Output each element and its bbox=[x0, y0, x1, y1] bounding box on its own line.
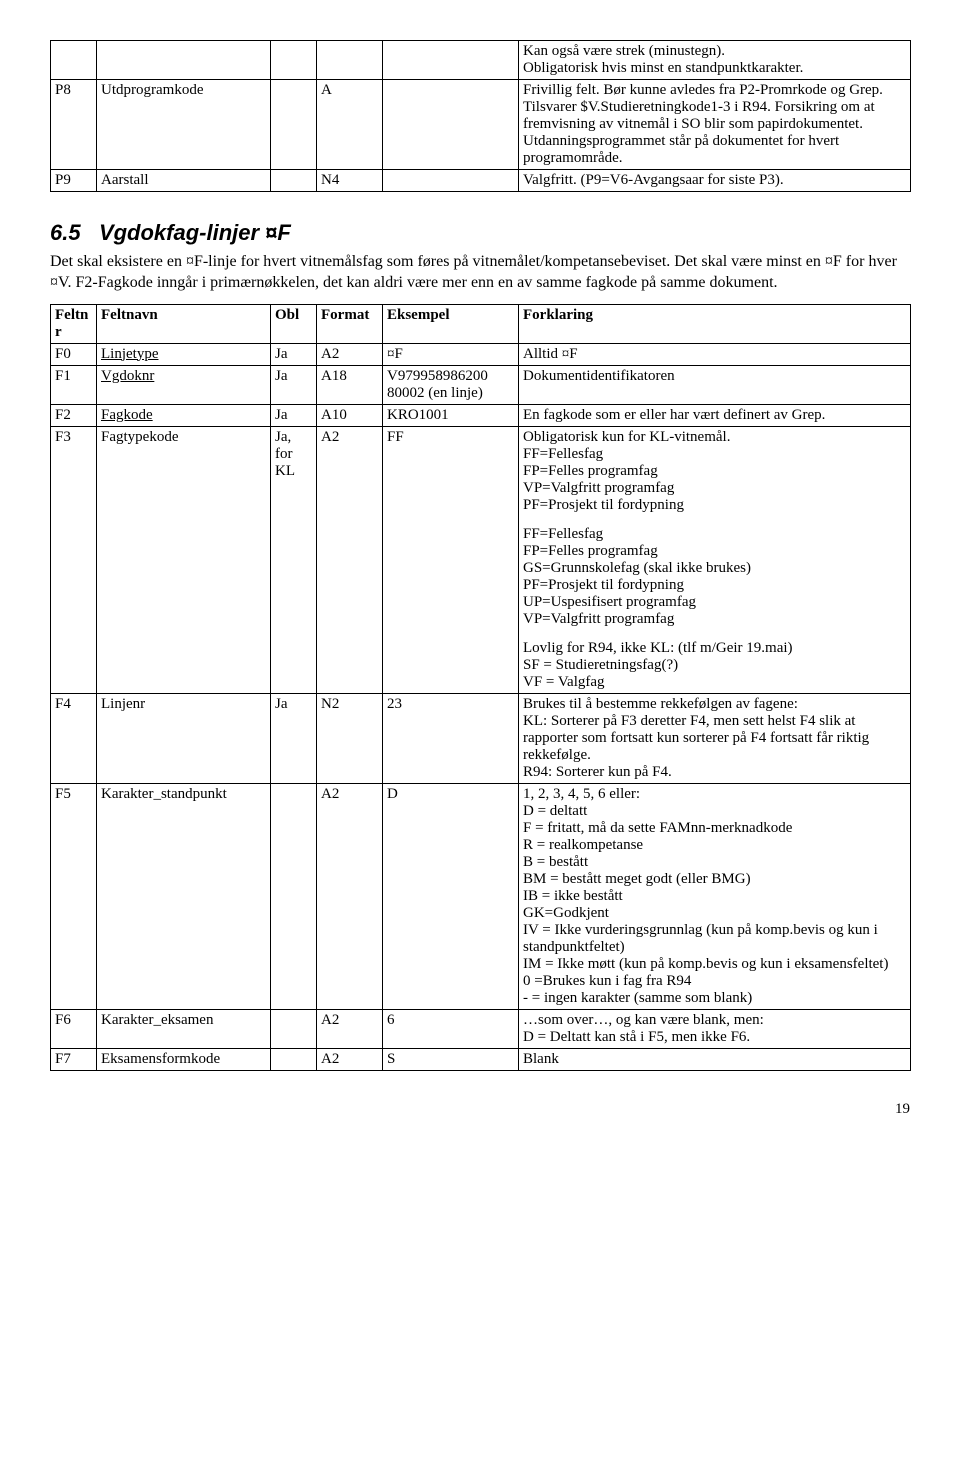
cell-feltnr: F0 bbox=[51, 343, 97, 365]
cell-eksempel: D bbox=[383, 783, 519, 1009]
cell-feltnr: P9 bbox=[51, 170, 97, 192]
cell-feltnavn: Linjenr bbox=[97, 693, 271, 783]
cell-eksempel: KRO1001 bbox=[383, 404, 519, 426]
cell-obl bbox=[271, 80, 317, 170]
cell-feltnavn: Linjetype bbox=[97, 343, 271, 365]
cell-format bbox=[317, 41, 383, 80]
cell-eksempel bbox=[383, 41, 519, 80]
table-row: F3FagtypekodeJa, for KLA2FFObligatorisk … bbox=[51, 426, 911, 693]
cell-feltnr bbox=[51, 41, 97, 80]
table-row: F5Karakter_standpunkt A2D1, 2, 3, 4, 5, 6… bbox=[51, 783, 911, 1009]
table-row: Kan også være strek (minustegn).Obligato… bbox=[51, 41, 911, 80]
cell-format: A2 bbox=[317, 783, 383, 1009]
section-number: 6.5 bbox=[50, 220, 81, 245]
cell-format: A bbox=[317, 80, 383, 170]
cell-format: A2 bbox=[317, 1009, 383, 1048]
table-row: F1VgdoknrJaA18V97995898620080002 (en lin… bbox=[51, 365, 911, 404]
cell-format: N2 bbox=[317, 693, 383, 783]
cell-obl: Ja bbox=[271, 693, 317, 783]
cell-feltnavn: Eksamensformkode bbox=[97, 1048, 271, 1070]
cell-format: A2 bbox=[317, 1048, 383, 1070]
cell-forklaring: Dokumentidentifikatoren bbox=[519, 365, 911, 404]
cell-feltnavn: Karakter_standpunkt bbox=[97, 783, 271, 1009]
cell-obl: Ja, for KL bbox=[271, 426, 317, 693]
table-row: F0LinjetypeJaA2¤FAlltid ¤F bbox=[51, 343, 911, 365]
table-row: F7Eksamensformkode A2SBlank bbox=[51, 1048, 911, 1070]
cell-obl: Ja bbox=[271, 365, 317, 404]
section-heading: 6.5 Vgdokfag-linjer ¤F bbox=[50, 220, 910, 246]
cell-forklaring: 1, 2, 3, 4, 5, 6 eller:D = deltattF = fr… bbox=[519, 783, 911, 1009]
header-feltnr: Feltnr bbox=[51, 304, 97, 343]
cell-eksempel: 23 bbox=[383, 693, 519, 783]
cell-forklaring: Kan også være strek (minustegn).Obligato… bbox=[519, 41, 911, 80]
cell-obl: Ja bbox=[271, 404, 317, 426]
cell-format: A2 bbox=[317, 426, 383, 693]
cell-eksempel: ¤F bbox=[383, 343, 519, 365]
cell-format: A18 bbox=[317, 365, 383, 404]
header-format: Format bbox=[317, 304, 383, 343]
cell-feltnr: F2 bbox=[51, 404, 97, 426]
cell-forklaring: Valgfritt. (P9=V6-Avgangsaar for siste P… bbox=[519, 170, 911, 192]
cell-feltnavn bbox=[97, 41, 271, 80]
cell-forklaring: Frivillig felt. Bør kunne avledes fra P2… bbox=[519, 80, 911, 170]
cell-feltnavn: Vgdoknr bbox=[97, 365, 271, 404]
cell-obl bbox=[271, 170, 317, 192]
header-eksempel: Eksempel bbox=[383, 304, 519, 343]
cell-obl bbox=[271, 1048, 317, 1070]
table-row: F2FagkodeJaA10KRO1001En fagkode som er e… bbox=[51, 404, 911, 426]
cell-feltnavn: Utdprogramkode bbox=[97, 80, 271, 170]
cell-feltnr: F5 bbox=[51, 783, 97, 1009]
table-row: P9Aarstall N4 Valgfritt. (P9=V6-Avgangsaar… bbox=[51, 170, 911, 192]
cell-feltnr: F6 bbox=[51, 1009, 97, 1048]
cell-eksempel: 6 bbox=[383, 1009, 519, 1048]
table-top: Kan også være strek (minustegn).Obligato… bbox=[50, 40, 911, 192]
cell-eksempel bbox=[383, 170, 519, 192]
cell-eksempel: FF bbox=[383, 426, 519, 693]
cell-feltnr: F1 bbox=[51, 365, 97, 404]
cell-forklaring: Obligatorisk kun for KL-vitnemål.FF=Fell… bbox=[519, 426, 911, 693]
cell-forklaring: Blank bbox=[519, 1048, 911, 1070]
cell-forklaring: En fagkode som er eller har vært definer… bbox=[519, 404, 911, 426]
cell-obl bbox=[271, 783, 317, 1009]
cell-eksempel: S bbox=[383, 1048, 519, 1070]
cell-feltnavn: Aarstall bbox=[97, 170, 271, 192]
page-number: 19 bbox=[50, 1101, 910, 1118]
cell-forklaring: Alltid ¤F bbox=[519, 343, 911, 365]
cell-feltnr: F4 bbox=[51, 693, 97, 783]
cell-obl bbox=[271, 41, 317, 80]
cell-format: N4 bbox=[317, 170, 383, 192]
cell-feltnavn: Fagkode bbox=[97, 404, 271, 426]
cell-feltnr: F7 bbox=[51, 1048, 97, 1070]
cell-forklaring: Brukes til å bestemme rekkefølgen av fag… bbox=[519, 693, 911, 783]
cell-eksempel bbox=[383, 80, 519, 170]
header-obl: Obl bbox=[271, 304, 317, 343]
cell-feltnavn: Karakter_eksamen bbox=[97, 1009, 271, 1048]
table-row: F4LinjenrJaN223Brukes til å bestemme rek… bbox=[51, 693, 911, 783]
cell-forklaring: …som over…, og kan være blank, men:D = D… bbox=[519, 1009, 911, 1048]
cell-eksempel: V97995898620080002 (en linje) bbox=[383, 365, 519, 404]
cell-feltnr: F3 bbox=[51, 426, 97, 693]
table-header-row: Feltnr Feltnavn Obl Format Eksempel Fork… bbox=[51, 304, 911, 343]
table-row: P8Utdprogramkode A Frivillig felt. Bør kun… bbox=[51, 80, 911, 170]
cell-format: A2 bbox=[317, 343, 383, 365]
section-title: Vgdokfag-linjer ¤F bbox=[99, 220, 291, 245]
table-row: F6Karakter_eksamen A26…som over…, og kan … bbox=[51, 1009, 911, 1048]
cell-obl: Ja bbox=[271, 343, 317, 365]
table-fields: Feltnr Feltnavn Obl Format Eksempel Fork… bbox=[50, 304, 911, 1071]
cell-obl bbox=[271, 1009, 317, 1048]
cell-feltnavn: Fagtypekode bbox=[97, 426, 271, 693]
section-body: Det skal eksistere en ¤F-linje for hvert… bbox=[50, 252, 910, 294]
cell-format: A10 bbox=[317, 404, 383, 426]
header-feltnavn: Feltnavn bbox=[97, 304, 271, 343]
header-forklaring: Forklaring bbox=[519, 304, 911, 343]
cell-feltnr: P8 bbox=[51, 80, 97, 170]
